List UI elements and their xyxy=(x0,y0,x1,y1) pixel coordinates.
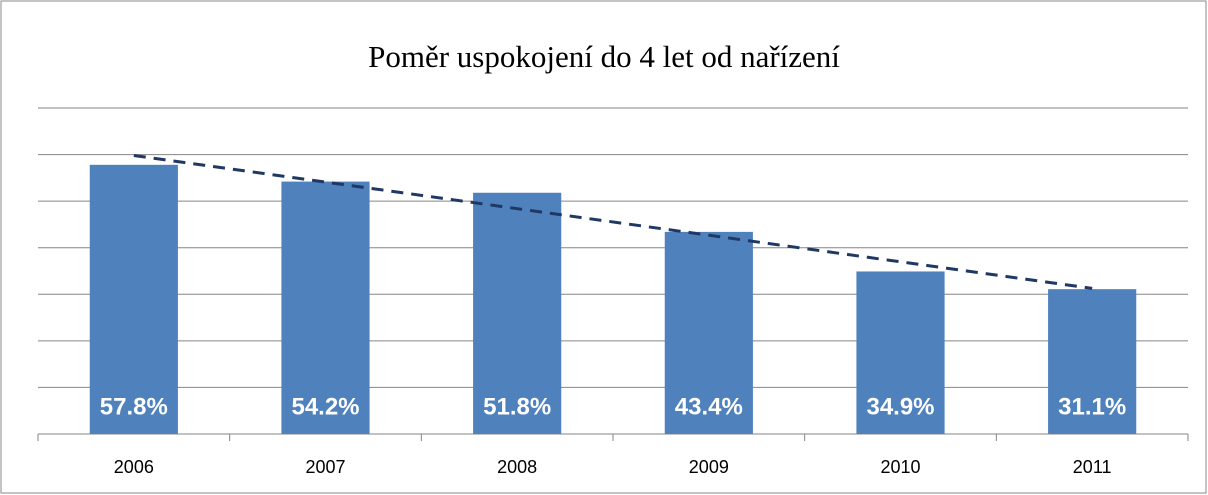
x-tick-label: 2008 xyxy=(497,457,537,477)
bar xyxy=(664,231,753,434)
data-label: 43.4% xyxy=(675,393,743,420)
bar xyxy=(856,271,945,434)
data-label: 54.2% xyxy=(291,393,359,420)
bar xyxy=(1048,289,1137,434)
bar xyxy=(89,164,178,434)
x-tick-label: 2006 xyxy=(114,457,154,477)
chart-title: Poměr uspokojení do 4 let od nařízení xyxy=(368,39,840,74)
x-tick-label: 2007 xyxy=(305,457,345,477)
x-tick-label: 2011 xyxy=(1073,457,1112,477)
data-label: 57.8% xyxy=(100,393,168,420)
x-tick-label: 2009 xyxy=(689,457,729,477)
data-label: 51.8% xyxy=(483,393,551,420)
x-tick-label: 2010 xyxy=(880,457,920,477)
bar xyxy=(281,181,370,434)
data-label: 34.9% xyxy=(866,393,934,420)
data-label: 31.1% xyxy=(1058,393,1126,420)
trendline xyxy=(133,153,1093,290)
bar xyxy=(473,192,562,434)
